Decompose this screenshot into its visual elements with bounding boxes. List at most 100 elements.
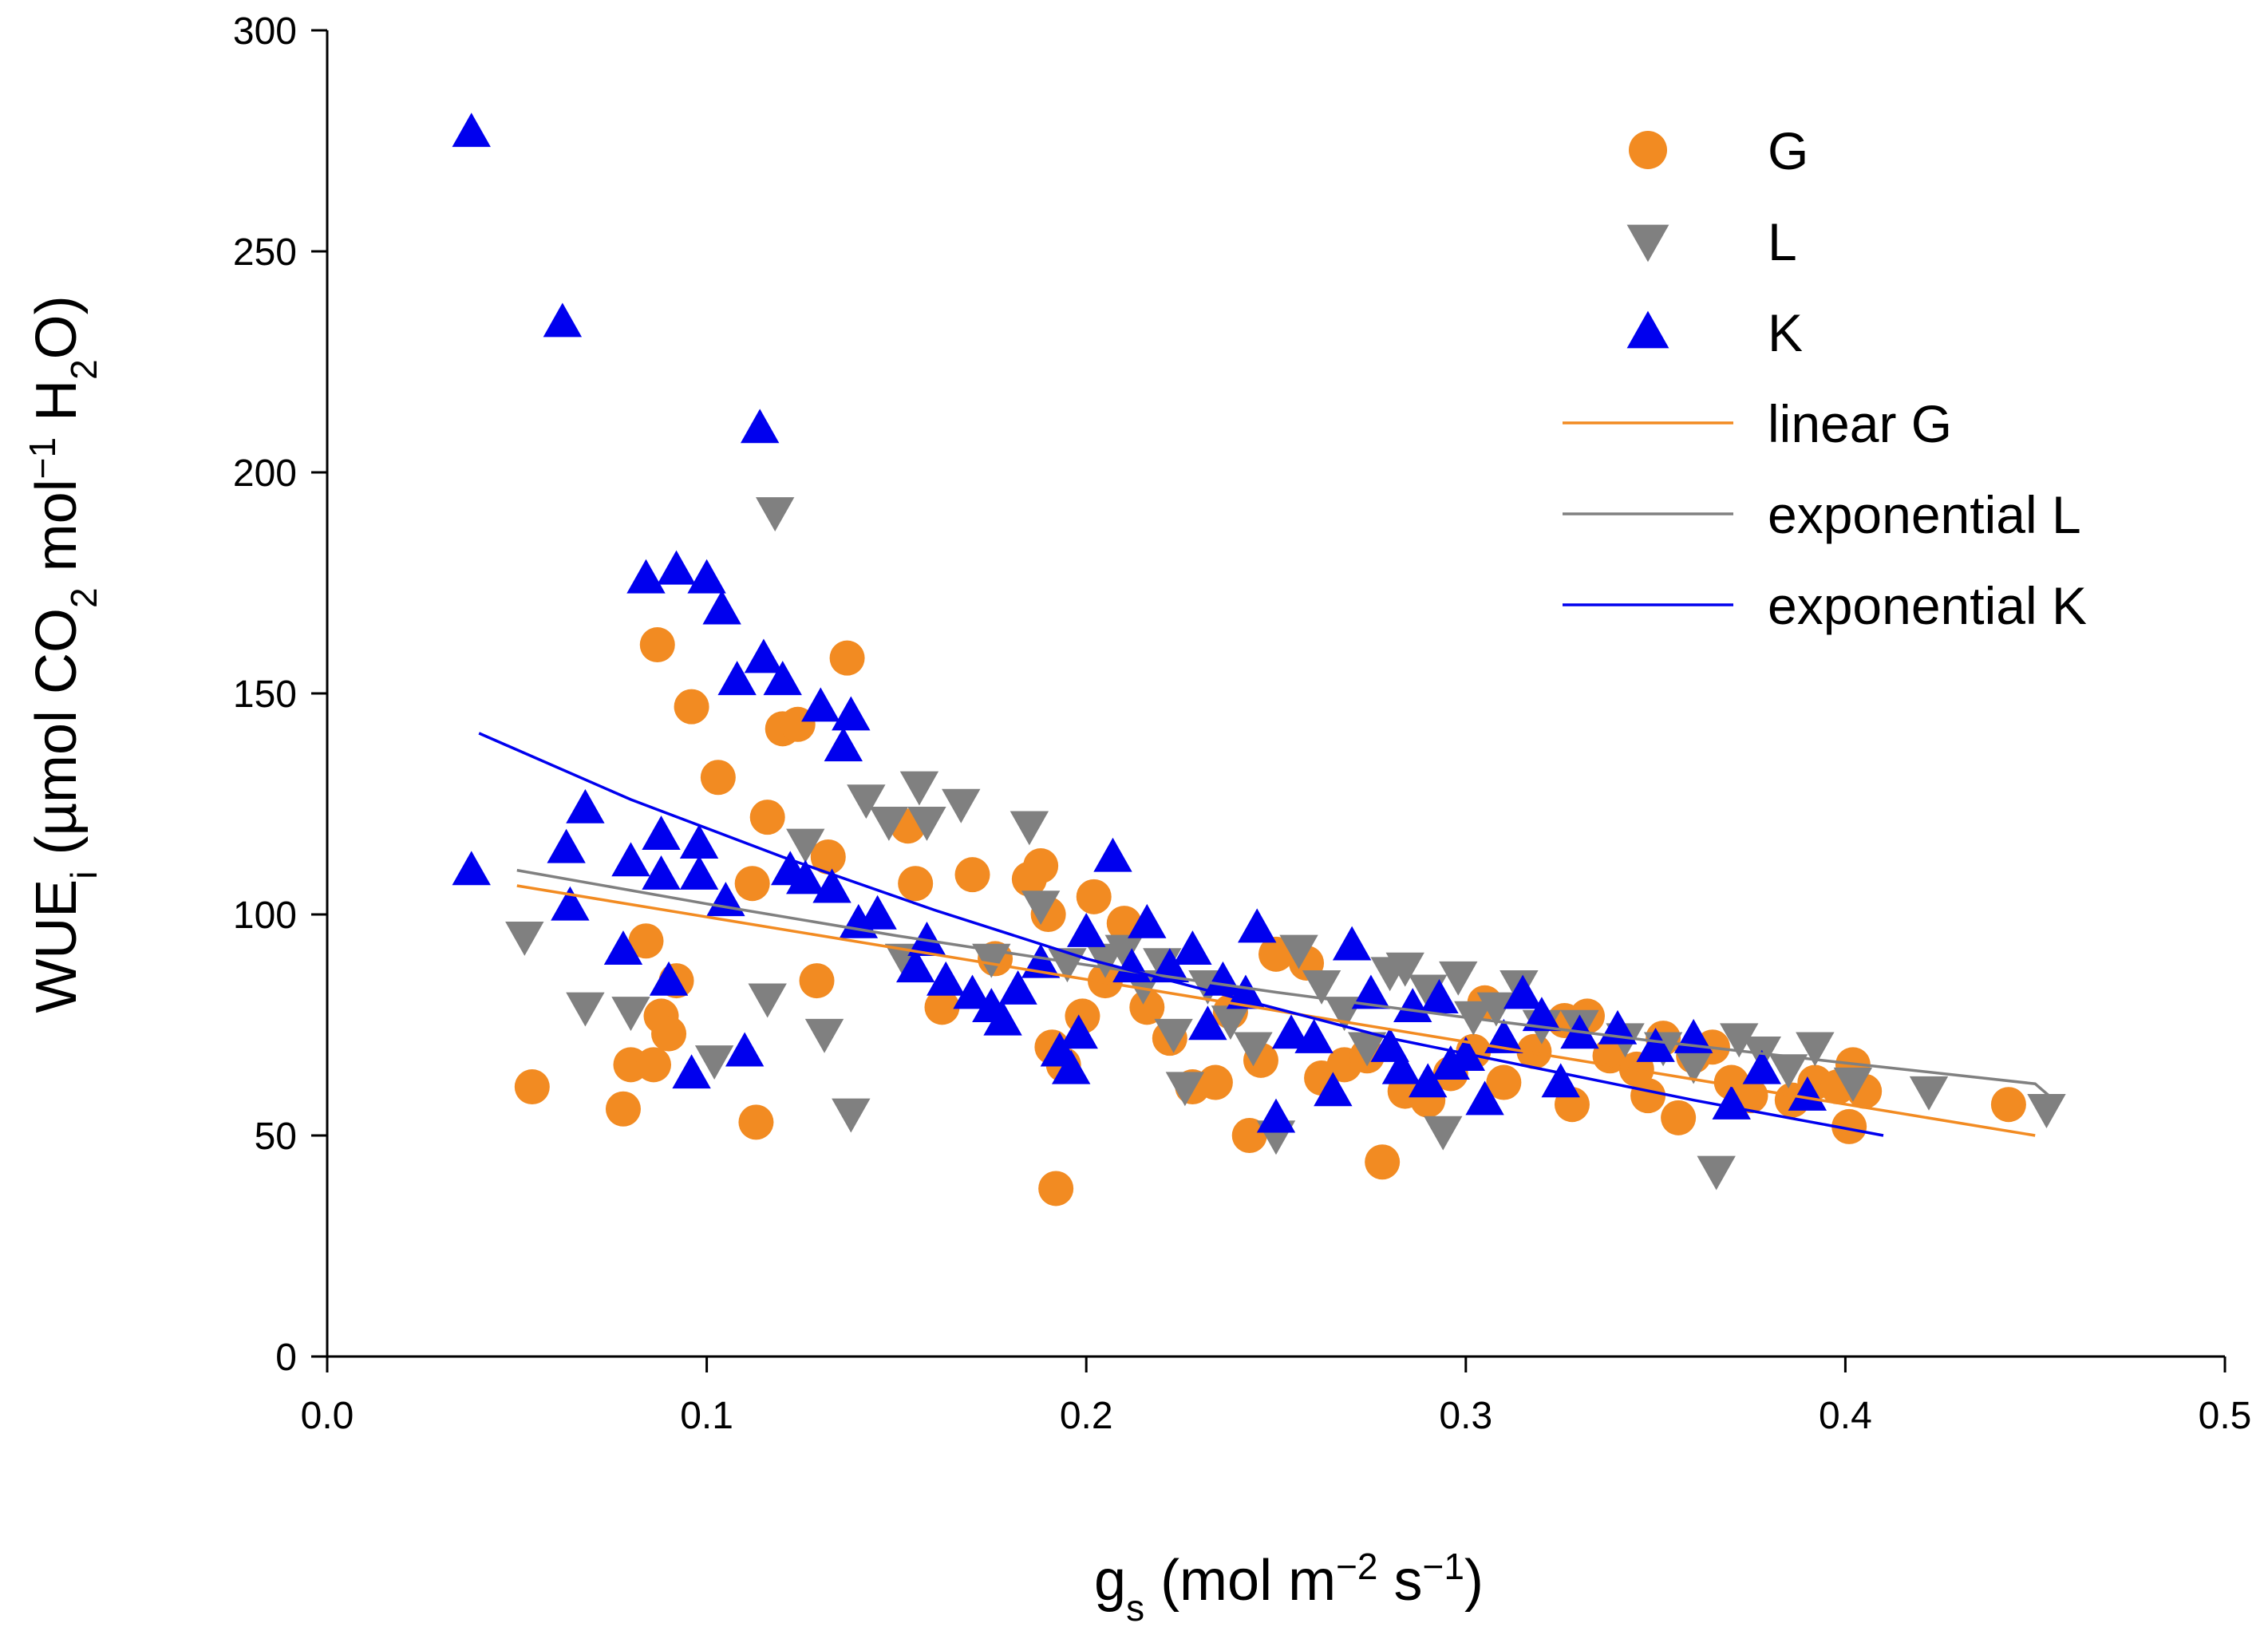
data-point-K bbox=[626, 559, 666, 594]
data-point-K bbox=[1742, 1049, 1781, 1084]
data-point-K bbox=[1059, 1014, 1098, 1049]
data-point-L bbox=[1302, 970, 1341, 1005]
data-point-K bbox=[1051, 1049, 1091, 1084]
data-point-L bbox=[899, 771, 939, 806]
tick-labels: 0.0 0.1 0.2 0.3 0.4 0.5 0 50 100 150 200 250 300 bbox=[233, 10, 2251, 1437]
data-point-K bbox=[603, 930, 643, 966]
data-point-G bbox=[1129, 989, 1165, 1025]
data-point-K bbox=[832, 696, 871, 731]
data-point-L bbox=[1424, 1116, 1463, 1151]
data-point-G bbox=[1087, 963, 1123, 999]
data-point-L bbox=[907, 806, 946, 841]
data-point-G bbox=[1831, 1108, 1867, 1144]
y-tick-label: 0 bbox=[275, 1337, 297, 1379]
data-point-K bbox=[1636, 1028, 1675, 1062]
legend-label: exponential L bbox=[1768, 485, 2081, 544]
data-point-G bbox=[1630, 1078, 1666, 1114]
data-point-K bbox=[998, 970, 1037, 1005]
y-tick-label: 100 bbox=[233, 894, 297, 937]
data-point-K bbox=[1188, 1005, 1227, 1041]
x-tick-label: 0.1 bbox=[680, 1395, 733, 1437]
data-point-K bbox=[895, 948, 935, 983]
legend-marker-L bbox=[1626, 224, 1669, 263]
legend-label: L bbox=[1768, 212, 1797, 271]
data-point-G bbox=[1990, 1087, 2026, 1123]
data-point-K bbox=[1712, 1085, 1751, 1120]
data-point-L bbox=[1347, 1032, 1387, 1067]
x-tick-label: 0.3 bbox=[1439, 1395, 1492, 1437]
data-point-K bbox=[452, 113, 491, 148]
data-point-L bbox=[1697, 1155, 1736, 1191]
data-point-G bbox=[700, 760, 736, 796]
legend-label: linear G bbox=[1768, 394, 1952, 453]
data-point-K bbox=[927, 961, 966, 996]
data-point-K bbox=[551, 886, 590, 921]
data-point-K bbox=[1150, 948, 1190, 983]
data-point-K bbox=[824, 727, 863, 762]
data-point-K bbox=[657, 550, 696, 585]
data-point-K bbox=[858, 894, 897, 930]
data-point-L bbox=[505, 922, 544, 956]
data-point-G bbox=[636, 1047, 672, 1083]
data-point-K bbox=[1256, 1098, 1296, 1133]
data-point-G bbox=[898, 866, 934, 902]
data-point-K bbox=[1409, 1063, 1448, 1098]
data-point-G bbox=[1023, 848, 1059, 884]
data-point-K bbox=[672, 1054, 711, 1089]
y-tick-label: 50 bbox=[255, 1116, 297, 1158]
data-point-K bbox=[1465, 1080, 1504, 1116]
fit-line-exponential-K bbox=[478, 732, 1884, 1137]
data-point-K bbox=[1431, 1045, 1470, 1080]
legend-label: K bbox=[1768, 303, 1803, 362]
data-point-K bbox=[717, 661, 757, 696]
data-point-L bbox=[869, 806, 909, 841]
data-point-K bbox=[1314, 1072, 1353, 1107]
data-point-K bbox=[1093, 837, 1132, 872]
data-point-G bbox=[734, 866, 770, 902]
data-point-L bbox=[804, 1018, 844, 1053]
legend-marker-K bbox=[1626, 310, 1669, 349]
data-point-K bbox=[642, 855, 681, 890]
y-axis-title: WUEi (µmol CO2 mol−1 H2O) bbox=[22, 295, 105, 1013]
data-point-L bbox=[1234, 1032, 1273, 1067]
data-point-K bbox=[1788, 1076, 1827, 1111]
data-point-L bbox=[1720, 1023, 1759, 1058]
data-point-L bbox=[566, 992, 605, 1027]
data-point-G bbox=[651, 1016, 687, 1052]
data-point-G bbox=[1038, 1171, 1074, 1206]
data-point-K bbox=[763, 661, 802, 696]
data-point-K bbox=[1332, 926, 1372, 961]
data-point-K bbox=[679, 824, 719, 859]
data-point-K bbox=[1226, 974, 1266, 1009]
data-point-L bbox=[1439, 961, 1478, 996]
data-point-L bbox=[942, 788, 981, 823]
data-point-K bbox=[566, 788, 605, 823]
data-point-K bbox=[543, 302, 583, 338]
data-point-L bbox=[1768, 1054, 1808, 1089]
data-point-K bbox=[611, 842, 650, 877]
data-point-L bbox=[786, 828, 825, 863]
fit-line-exponential-L bbox=[516, 868, 2056, 1102]
data-point-K bbox=[1541, 1063, 1580, 1098]
data-point-K bbox=[812, 868, 851, 903]
data-point-L bbox=[1154, 1018, 1193, 1053]
data-point-L bbox=[1104, 934, 1144, 970]
data-point-G bbox=[749, 800, 785, 835]
data-point-K bbox=[702, 590, 741, 625]
data-point-K bbox=[1381, 1049, 1421, 1084]
y-tick-label: 150 bbox=[233, 673, 297, 716]
data-point-G bbox=[829, 640, 865, 676]
data-point-K bbox=[547, 828, 586, 863]
data-point-K bbox=[1503, 974, 1543, 1009]
data-point-L bbox=[1010, 811, 1049, 846]
fit-line-linear-G bbox=[516, 884, 2036, 1137]
data-point-L bbox=[1673, 1049, 1713, 1084]
data-point-G bbox=[954, 857, 990, 893]
data-point-L bbox=[1476, 992, 1516, 1027]
y-tick-label: 250 bbox=[233, 231, 297, 274]
data-point-K bbox=[452, 851, 491, 886]
x-tick-label: 0.4 bbox=[1819, 1395, 1872, 1437]
data-point-K bbox=[744, 638, 784, 673]
data-point-G bbox=[628, 923, 664, 959]
data-point-K bbox=[1351, 974, 1391, 1009]
